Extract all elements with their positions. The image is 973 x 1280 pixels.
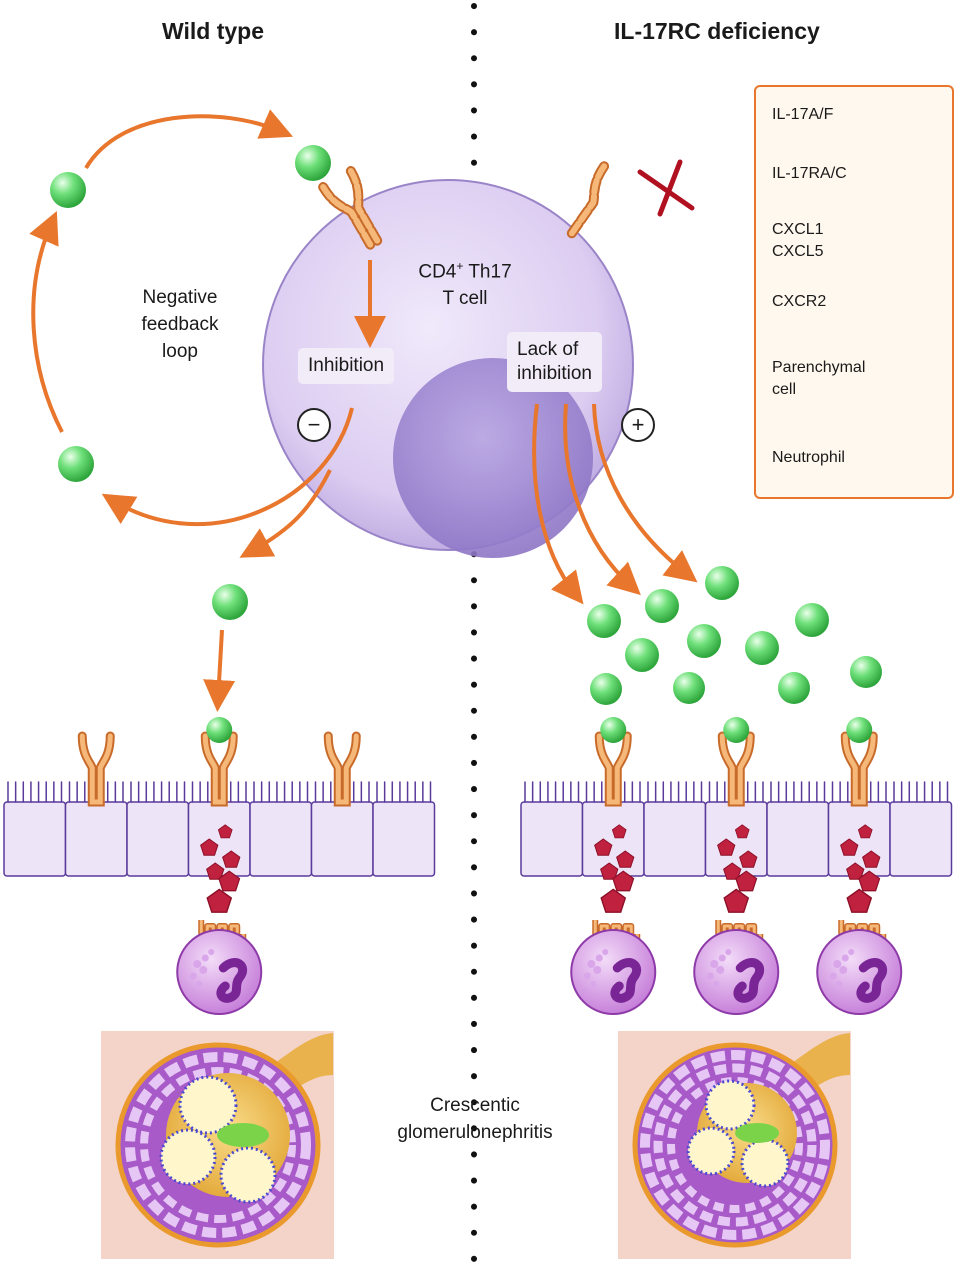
outcome-line1: Crescentic <box>430 1095 520 1116</box>
crescentic-gn-label: Crescentic glomerulonephritis <box>385 1092 565 1146</box>
legend-box: IL-17A/F IL-17RA/C CXCL1 CXCL5 CXCR2 Par… <box>754 85 954 499</box>
parenchymal-cell <box>767 782 829 876</box>
minus-sign-icon: − <box>297 408 331 442</box>
il17-bound <box>846 717 872 743</box>
wild-type-title: Wild type <box>162 18 264 45</box>
loop-label-line3: loop <box>162 341 198 362</box>
legend-item-il17af: IL-17A/F <box>772 104 833 126</box>
inhibition-label: Inhibition <box>298 348 394 384</box>
t-cell-label-cd4: CD4 <box>418 261 456 282</box>
parenchymal-cell <box>521 782 583 876</box>
il17-loop-top <box>50 172 86 208</box>
deletion-x-icon <box>640 162 692 214</box>
il17-bound <box>206 717 232 743</box>
parenchymal-layer-right <box>521 717 952 1014</box>
parenchymal-cell <box>4 782 66 876</box>
loop-label-line1: Negative <box>143 287 218 308</box>
il17-receptor <box>845 736 873 802</box>
chemokine-cxcl <box>601 889 625 912</box>
legend-cxcl1: CXCL1 <box>772 221 824 238</box>
parenchymal-cell <box>250 782 312 876</box>
legend-item-neutrophil: Neutrophil <box>772 447 845 469</box>
lack-label-line2: inhibition <box>517 363 592 384</box>
negative-feedback-loop-label: Negative feedback loop <box>120 284 240 365</box>
lack-of-inhibition-label: Lack of inhibition <box>507 332 602 392</box>
t-cell-label: CD4+ Th17 T cell <box>410 253 520 312</box>
glomerulus-illustration-right <box>618 1031 851 1259</box>
legend-item-cxcl: CXCL1 CXCL5 <box>772 219 824 263</box>
il17rc-deficiency-title: IL-17RC deficiency <box>614 18 820 45</box>
t-cell-label-th17: Th17 <box>463 261 511 282</box>
parenchymal-cell <box>373 782 435 876</box>
il17-bound <box>723 717 749 743</box>
t-cell-label-line2: T cell <box>442 288 487 309</box>
il17-receptor <box>599 736 627 802</box>
legend-item-il17rac: IL-17RA/C <box>772 163 847 185</box>
parenchymal-cell <box>890 782 952 876</box>
il17-receptor <box>82 736 110 802</box>
legend-parenchymal-line1: Parenchymal <box>772 359 865 376</box>
parenchymal-layer-left <box>4 717 435 1014</box>
legend-item-cxcr2: CXCR2 <box>772 291 826 313</box>
loop-label-line2: feedback <box>141 314 218 335</box>
legend-cxcl5: CXCL5 <box>772 243 824 260</box>
il17-bound-t-cell <box>295 145 331 181</box>
parenchymal-cell <box>644 782 706 876</box>
neutrophil <box>177 930 261 1014</box>
legend-parenchymal-line2: cell <box>772 381 796 398</box>
neutrophil <box>571 930 655 1014</box>
neutrophil <box>817 930 901 1014</box>
il17-loop-bottom <box>58 446 94 482</box>
il17-receptor <box>328 736 356 802</box>
glomerulus-illustration-left <box>101 1031 334 1259</box>
il17-receptor <box>722 736 750 802</box>
il17-receptor <box>205 736 233 802</box>
outcome-line2: glomerulonephritis <box>397 1122 552 1143</box>
legend-item-parenchymal: Parenchymal cell <box>772 357 865 401</box>
lack-label-line1: Lack of <box>517 339 578 360</box>
neutrophil <box>694 930 778 1014</box>
chemokine-cxcl <box>724 889 748 912</box>
chemokine-cxcl <box>207 889 231 912</box>
il17-bound <box>600 717 626 743</box>
il17-secreted-left <box>212 584 248 620</box>
chemokine-cxcl <box>847 889 871 912</box>
plus-sign-icon: + <box>621 408 655 442</box>
parenchymal-cell <box>127 782 189 876</box>
